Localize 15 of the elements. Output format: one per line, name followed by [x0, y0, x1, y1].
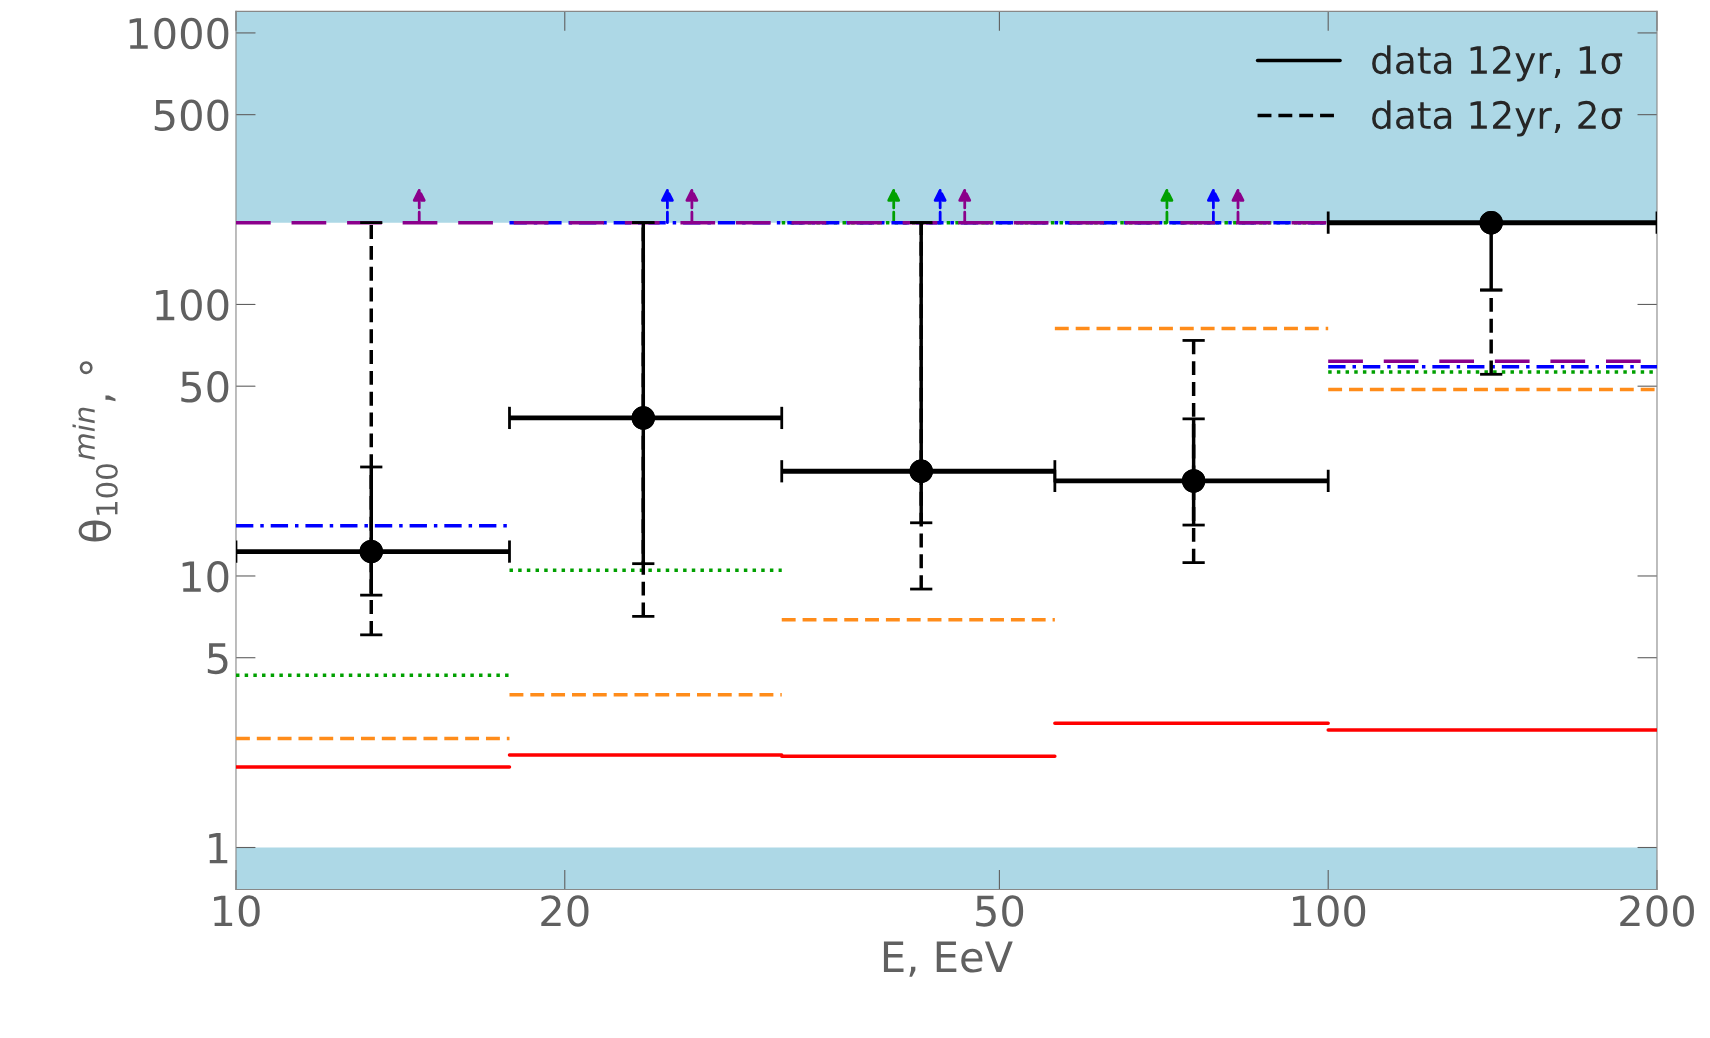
y-tick-label: 10 [182, 560, 229, 593]
x-tick-label: 200 [1620, 895, 1694, 927]
y-tick-label: 5 [207, 643, 228, 675]
y-axis-title: θ$_{100}$$^{min}$, ° [72, 361, 118, 542]
x-tick-label: 20 [541, 895, 589, 927]
legend-label: data 12yr, 2σ [1372, 100, 1623, 137]
y-tick-label: 50 [181, 371, 229, 403]
legend-label: data 12yr, 1σ [1372, 45, 1623, 82]
y-tick-label: 100 [156, 289, 229, 321]
y-tick-label: 1000 [129, 17, 229, 50]
x-tick-label: 100 [1293, 895, 1366, 927]
y-tick-label: 500 [154, 99, 229, 132]
x-tick-label: 50 [976, 895, 1024, 927]
x-axis-title: E, EeV [883, 941, 1013, 977]
y-tick-label: 1 [209, 832, 228, 864]
